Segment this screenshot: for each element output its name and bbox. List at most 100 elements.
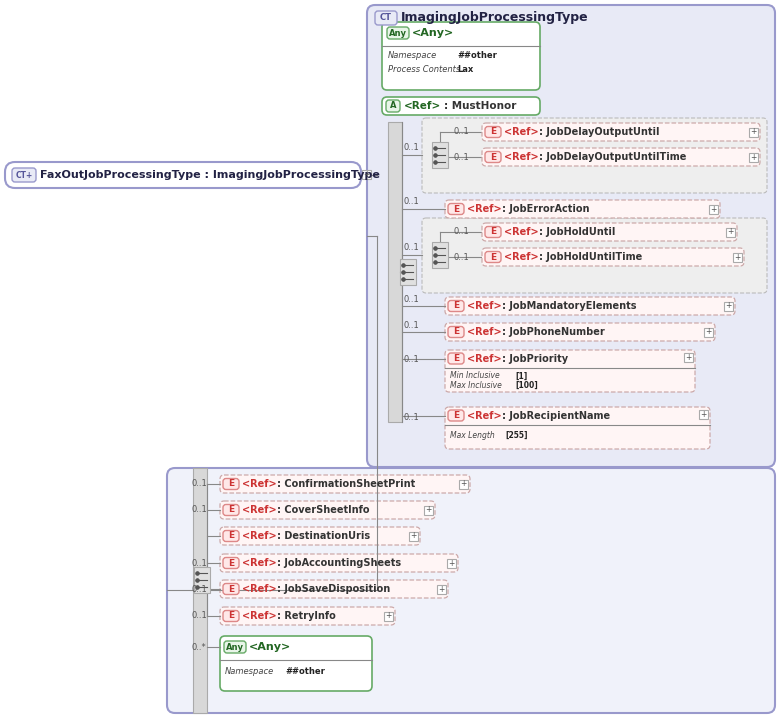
Text: E: E: [490, 253, 496, 261]
Text: 0..1: 0..1: [404, 413, 419, 421]
Bar: [388, 122, 402, 422]
Text: 0..1: 0..1: [404, 320, 419, 330]
FancyBboxPatch shape: [482, 123, 760, 141]
Text: <Ref>: <Ref>: [467, 354, 501, 364]
FancyBboxPatch shape: [167, 468, 775, 713]
Text: E: E: [490, 128, 496, 136]
Text: : JobPriority: : JobPriority: [502, 354, 568, 364]
FancyBboxPatch shape: [448, 353, 464, 364]
Bar: [400, 259, 416, 285]
FancyBboxPatch shape: [445, 407, 710, 449]
Text: +: +: [751, 128, 757, 136]
Text: : JobDelayOutputUntil: : JobDelayOutputUntil: [539, 127, 659, 137]
Text: Min Inclusive: Min Inclusive: [450, 371, 500, 381]
FancyBboxPatch shape: [422, 218, 767, 293]
Text: 0..1: 0..1: [454, 128, 469, 136]
FancyBboxPatch shape: [223, 584, 239, 595]
Text: [255]: [255]: [505, 431, 527, 439]
Text: +: +: [726, 302, 732, 310]
Text: E: E: [453, 354, 459, 363]
Text: : JobSaveDisposition: : JobSaveDisposition: [277, 584, 390, 594]
Text: 0..1: 0..1: [192, 480, 208, 488]
Bar: [447, 559, 456, 567]
FancyBboxPatch shape: [445, 200, 720, 218]
FancyBboxPatch shape: [482, 248, 744, 266]
Text: E: E: [228, 584, 234, 594]
Text: <Ref>: <Ref>: [504, 252, 539, 262]
Bar: [437, 584, 446, 594]
Text: +: +: [385, 612, 392, 620]
FancyBboxPatch shape: [220, 607, 395, 625]
Text: CT: CT: [380, 14, 392, 22]
Text: <Ref>: <Ref>: [242, 584, 276, 594]
FancyBboxPatch shape: [220, 554, 458, 572]
Text: <Ref>: <Ref>: [467, 327, 501, 337]
Bar: [424, 505, 433, 515]
Text: +: +: [705, 327, 711, 337]
FancyBboxPatch shape: [448, 327, 464, 337]
Text: ##other: ##other: [457, 52, 497, 60]
Text: +: +: [410, 531, 417, 541]
Text: E: E: [453, 302, 459, 310]
FancyBboxPatch shape: [220, 475, 470, 493]
Text: E: E: [453, 411, 459, 420]
Text: <Ref>: <Ref>: [467, 301, 501, 311]
Text: +: +: [710, 205, 717, 213]
FancyBboxPatch shape: [445, 350, 695, 392]
Text: +: +: [426, 505, 432, 515]
Text: 0..1: 0..1: [454, 253, 469, 261]
FancyBboxPatch shape: [12, 168, 36, 182]
Text: [1]: [1]: [515, 371, 527, 381]
Bar: [726, 228, 735, 236]
Text: : JobHoldUntilTime: : JobHoldUntilTime: [539, 252, 642, 262]
FancyBboxPatch shape: [223, 610, 239, 622]
Text: CT+: CT+: [16, 170, 33, 180]
Bar: [704, 327, 713, 337]
Text: Namespace: Namespace: [225, 668, 274, 676]
Text: E: E: [453, 327, 459, 337]
Text: 0..1: 0..1: [404, 294, 419, 304]
FancyBboxPatch shape: [485, 226, 501, 238]
FancyBboxPatch shape: [448, 203, 464, 215]
FancyBboxPatch shape: [485, 251, 501, 263]
Text: [100]: [100]: [515, 381, 538, 389]
Bar: [684, 353, 693, 362]
Text: : JobMandatoryElements: : JobMandatoryElements: [502, 301, 637, 311]
Text: <Ref>: <Ref>: [504, 127, 539, 137]
Text: +: +: [363, 170, 369, 179]
Text: <Ref>: <Ref>: [242, 531, 276, 541]
Text: Max Length: Max Length: [450, 431, 494, 439]
Bar: [733, 253, 742, 261]
Bar: [459, 480, 468, 488]
FancyBboxPatch shape: [422, 118, 767, 193]
FancyBboxPatch shape: [485, 151, 501, 162]
Text: Any: Any: [226, 643, 244, 651]
FancyBboxPatch shape: [220, 501, 435, 519]
FancyBboxPatch shape: [445, 323, 715, 341]
FancyBboxPatch shape: [448, 410, 464, 421]
Text: E: E: [228, 480, 234, 488]
Bar: [699, 410, 708, 419]
Text: +: +: [701, 410, 707, 419]
Bar: [749, 152, 758, 162]
Text: : CoverSheetInfo: : CoverSheetInfo: [277, 505, 369, 515]
Text: <Ref>: <Ref>: [467, 411, 501, 421]
FancyBboxPatch shape: [482, 223, 737, 241]
FancyBboxPatch shape: [223, 557, 239, 569]
Text: : JobHoldUntil: : JobHoldUntil: [539, 227, 615, 237]
Text: <Any>: <Any>: [412, 28, 455, 38]
Bar: [432, 142, 448, 168]
Text: Lax: Lax: [457, 65, 473, 75]
FancyBboxPatch shape: [387, 27, 409, 39]
Text: 0..1: 0..1: [454, 228, 469, 236]
Bar: [384, 612, 393, 620]
Bar: [193, 468, 207, 713]
Text: E: E: [228, 505, 234, 515]
Text: : JobAccountingSheets: : JobAccountingSheets: [277, 558, 401, 568]
Text: 0..*: 0..*: [192, 643, 207, 651]
Text: Any: Any: [389, 29, 407, 37]
Text: : JobPhoneNumber: : JobPhoneNumber: [502, 327, 604, 337]
Bar: [709, 205, 718, 213]
FancyBboxPatch shape: [367, 5, 775, 467]
Text: 0..1: 0..1: [404, 243, 419, 251]
